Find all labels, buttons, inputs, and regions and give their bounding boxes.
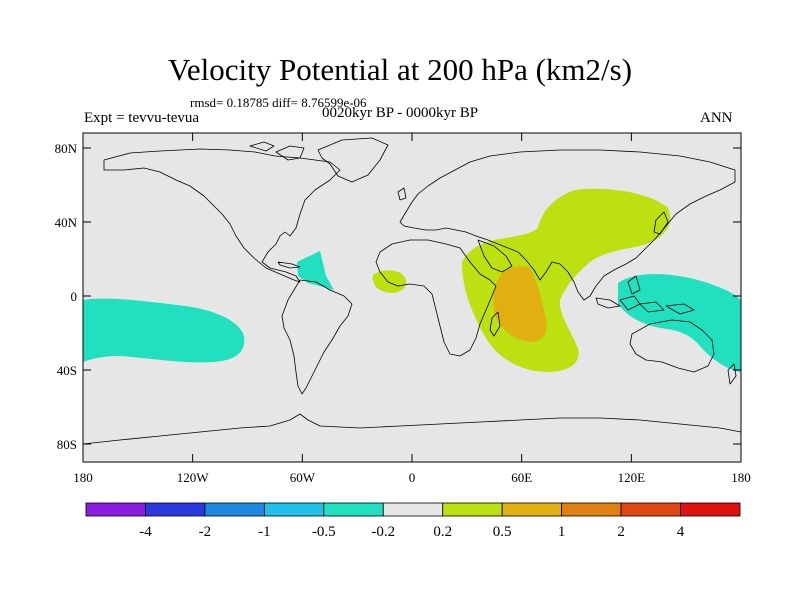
caribbean-negative — [297, 251, 334, 290]
colorbar-swatch — [323, 502, 384, 517]
colorbar-label: 1 — [558, 524, 566, 540]
colorbar-label: -0.5 — [312, 524, 336, 540]
colorbar-label: -0.2 — [371, 524, 395, 540]
colorbar-label: 0.5 — [493, 524, 512, 540]
colorbar-swatch — [263, 502, 325, 517]
longitude-axis: 180 120W 60W 0 60E 120E 180 — [73, 133, 751, 485]
colorbar-swatch — [680, 502, 741, 517]
colorbar-label: -2 — [199, 524, 212, 540]
colorbar-swatch — [561, 502, 622, 517]
lat-label: 80S — [57, 437, 77, 452]
stats-text: rmsd= 0.18785 diff= 8.76599e-06 — [190, 95, 367, 110]
west-africa-positive — [372, 270, 407, 293]
lon-label: 120W — [177, 470, 210, 485]
lon-label: 0 — [409, 470, 416, 485]
colorbar-label: 0.2 — [433, 524, 452, 540]
lon-label: 60W — [290, 470, 316, 485]
colorbar-swatch — [620, 502, 681, 517]
lat-label: 40S — [57, 363, 77, 378]
lat-label: 0 — [71, 289, 78, 304]
season-label: ANN — [700, 110, 733, 126]
lon-label: 180 — [73, 470, 93, 485]
colorbar: -4 -2 -1 -0.5 -0.2 0.2 0.5 1 2 4 — [85, 502, 741, 540]
colorbar-label: 2 — [617, 524, 625, 540]
period-label: 0020kyr BP - 0000kyr BP — [322, 105, 479, 121]
lon-label: 180 — [731, 470, 751, 485]
colorbar-label: -4 — [139, 524, 152, 540]
west-pacific-negative — [618, 273, 741, 372]
latitude-axis: 80N 40N 0 40S 80S — [55, 141, 741, 452]
central-pacific-negative — [83, 298, 245, 363]
colorbar-label: 4 — [677, 524, 685, 540]
experiment-label: Expt = tevvu-tevua — [84, 110, 200, 126]
east-africa-core — [493, 265, 547, 342]
coastlines — [83, 137, 741, 445]
colorbar-label: -1 — [258, 524, 271, 540]
lon-label: 120E — [618, 470, 646, 485]
lon-label: 60E — [511, 470, 532, 485]
colorbar-swatch — [85, 502, 146, 517]
lat-label: 80N — [55, 141, 78, 156]
colorbar-swatch — [442, 502, 503, 517]
plot-title: Velocity Potential at 200 hPa (km2/s) — [167, 52, 633, 87]
colorbar-swatch — [204, 502, 265, 517]
colorbar-swatch — [501, 502, 563, 517]
colorbar-swatch — [145, 502, 206, 517]
colorbar-swatch — [382, 502, 444, 517]
lat-label: 40N — [55, 215, 78, 230]
